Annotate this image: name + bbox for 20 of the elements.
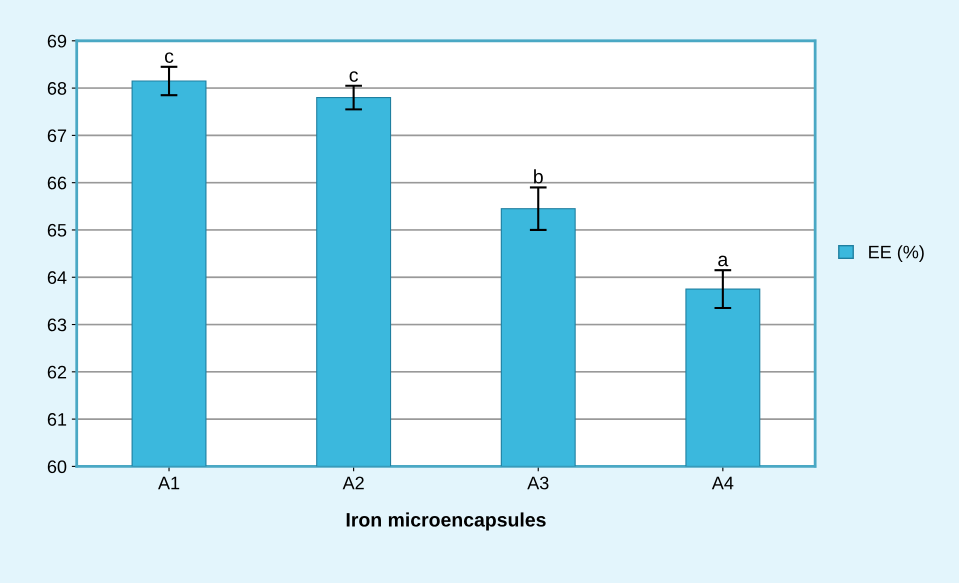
y-tick-label: 62 xyxy=(48,366,66,379)
y-tick-label: 66 xyxy=(48,176,66,190)
x-tick-label: A4 xyxy=(712,476,734,490)
y-tick-label: 60 xyxy=(48,460,66,474)
x-tick-label: A2 xyxy=(342,476,364,490)
y-tick-label: 69 xyxy=(48,34,66,48)
y-tick-label: 65 xyxy=(48,224,66,237)
x-tick-label: A1 xyxy=(158,476,180,490)
y-tick-label: 68 xyxy=(48,82,66,95)
annotation: b xyxy=(534,169,543,184)
x-tick-label: A3 xyxy=(527,476,548,490)
annotation: c xyxy=(164,52,174,63)
y-tick-label: 64 xyxy=(48,271,66,284)
x-axis-title: Iron microencapsules xyxy=(346,512,546,531)
y-tick-label: 61 xyxy=(48,413,66,426)
y-tick-label: 63 xyxy=(48,318,66,332)
y-tick-label: 67 xyxy=(48,129,66,142)
legend-label: EE (%) xyxy=(869,245,924,262)
annotation: a xyxy=(718,256,728,266)
annotation: c xyxy=(350,71,358,82)
